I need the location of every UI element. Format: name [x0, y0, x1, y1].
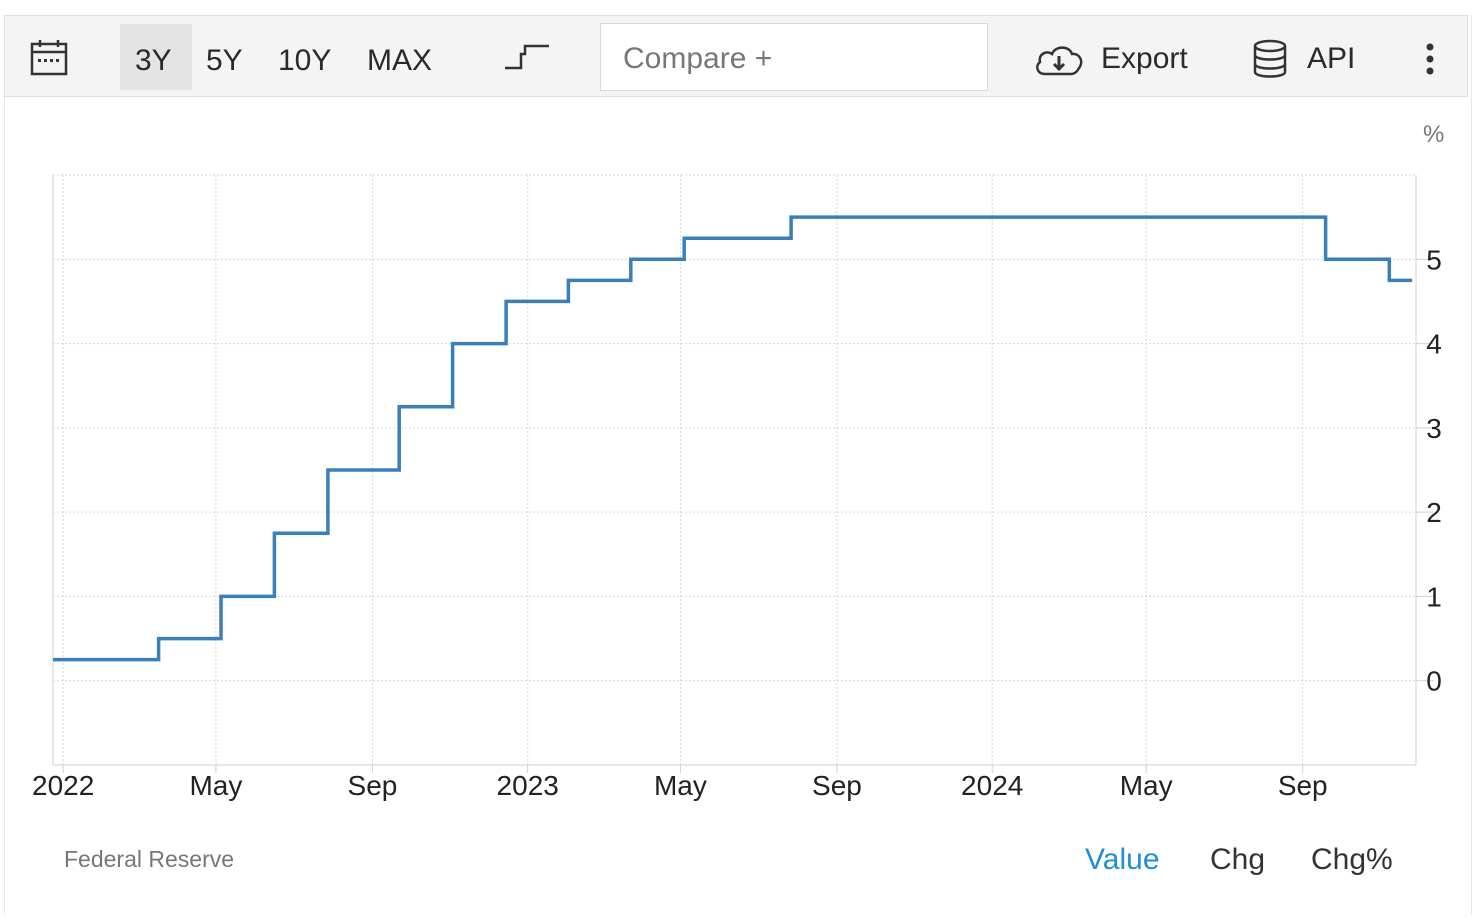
mode-button-chg-percent[interactable]: Chg%: [1311, 843, 1393, 876]
y-tick-label: 1: [1426, 581, 1442, 612]
x-tick-label: Sep: [1278, 770, 1328, 801]
api-button[interactable]: API: [1307, 42, 1356, 75]
x-tick-label: May: [654, 770, 707, 801]
toolbar: 3Y 5Y 10Y MAX Compare + Export API: [4, 15, 1468, 97]
y-tick-label: 5: [1426, 244, 1442, 275]
range-button-3y[interactable]: 3Y: [135, 44, 172, 77]
x-tick-label: 2022: [32, 770, 94, 801]
series-line: [53, 215, 1413, 662]
x-tick-label: May: [189, 770, 242, 801]
x-tick-label: May: [1120, 770, 1173, 801]
x-tick-label: 2023: [497, 770, 559, 801]
export-button[interactable]: Export: [1101, 42, 1188, 75]
range-button-max[interactable]: MAX: [367, 44, 433, 77]
range-button-10y[interactable]: 10Y: [278, 44, 332, 77]
compare-input[interactable]: Compare +: [600, 23, 988, 91]
x-tick-label: 2024: [961, 770, 1023, 801]
y-tick-label: 2: [1426, 497, 1442, 528]
unit-label: %: [1423, 121, 1445, 148]
y-tick-label: 3: [1426, 413, 1442, 444]
database-icon[interactable]: [1251, 38, 1289, 80]
y-tick-label: 4: [1426, 329, 1442, 360]
cloud-download-icon[interactable]: [1033, 42, 1085, 78]
mode-button-value[interactable]: Value: [1085, 843, 1160, 876]
calendar-icon[interactable]: [29, 38, 69, 78]
y-tick-label: 0: [1426, 666, 1442, 697]
range-active-highlight: [120, 24, 192, 90]
more-vertical-icon[interactable]: [1423, 42, 1437, 76]
x-tick-label: Sep: [812, 770, 862, 801]
x-tick-label: Sep: [348, 770, 398, 801]
source-label: Federal Reserve: [64, 846, 235, 872]
range-button-5y[interactable]: 5Y: [206, 44, 243, 77]
compare-placeholder: Compare +: [623, 42, 773, 75]
step-line-icon[interactable]: [503, 40, 555, 74]
mode-button-chg[interactable]: Chg: [1210, 843, 1266, 876]
